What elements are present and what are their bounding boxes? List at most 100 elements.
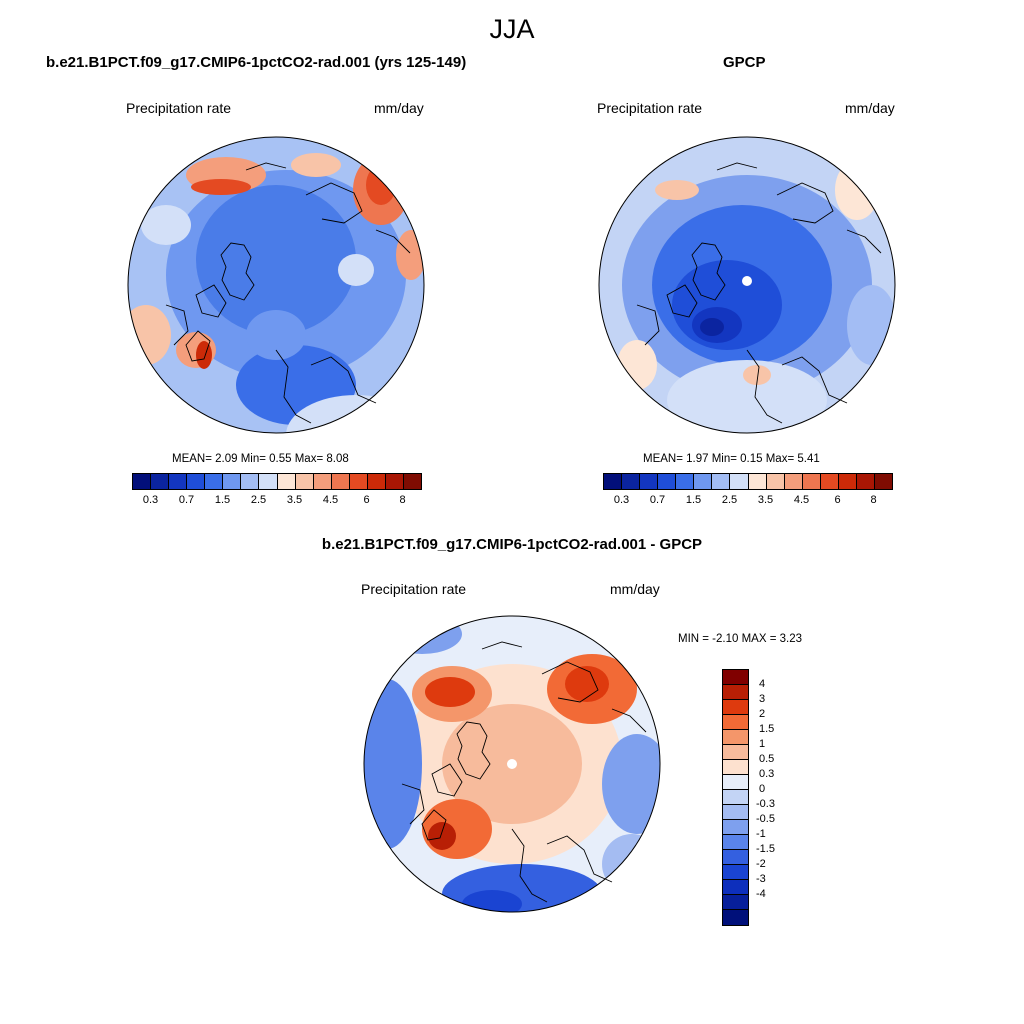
colorbar-swatch — [838, 474, 857, 489]
colorbar-swatch — [723, 685, 748, 700]
colorbar-swatch — [385, 474, 404, 489]
colorbar-tick-label: 0.3 — [613, 494, 630, 506]
pole-marker — [742, 276, 752, 286]
colorbar-swatch — [723, 805, 748, 820]
colorbar-swatch — [856, 474, 875, 489]
colorbar-tick-label: 1.5 — [214, 494, 231, 506]
colorbar-swatch — [295, 474, 314, 489]
colorbar-tick-label: 6 — [834, 494, 841, 506]
colorbar-swatch — [151, 474, 170, 489]
colorbar-swatch — [730, 474, 749, 489]
pole-marker — [507, 759, 517, 769]
colorbar-tick-label: 0.7 — [649, 494, 666, 506]
colorbar-swatch — [723, 700, 748, 715]
diff-panel-title: b.e21.B1PCT.f09_g17.CMIP6-1pctCO2-rad.00… — [321, 536, 703, 553]
model-units-label: mm/day — [374, 100, 424, 116]
model-panel-title: b.e21.B1PCT.f09_g17.CMIP6-1pctCO2-rad.00… — [46, 54, 467, 71]
obs-stats: MEAN= 1.97 Min= 0.15 Max= 5.41 — [643, 453, 820, 465]
colorbar-swatch — [748, 474, 767, 489]
colorbar-tick-label: 2.5 — [721, 494, 738, 506]
colorbar-swatch — [723, 715, 748, 730]
obs-polar-map — [598, 136, 896, 434]
colorbar-swatch — [723, 910, 748, 925]
colorbar-swatch — [784, 474, 803, 489]
obs-units-label: mm/day — [845, 100, 895, 116]
colorbar-swatch — [604, 474, 623, 489]
diff-colorbar-ticks: 4 3 2 1.5 1 0.5 0.3 0 -0.3 -0.5 -1 -1.5 -2 -3 -4 — [756, 669, 796, 929]
colorbar-swatch — [723, 880, 748, 895]
colorbar-swatch — [802, 474, 821, 489]
colorbar-swatch — [723, 850, 748, 865]
model-stats: MEAN= 2.09 Min= 0.55 Max= 8.08 — [172, 453, 349, 465]
colorbar-swatch — [766, 474, 785, 489]
colorbar-swatch — [723, 865, 748, 880]
colorbar-tick-label: 4 — [759, 678, 766, 690]
colorbar-tick-label: 2.5 — [250, 494, 267, 506]
colorbar-tick-label: 2 — [759, 708, 766, 720]
colorbar-swatch — [723, 745, 748, 760]
colorbar-tick-label: 4.5 — [793, 494, 810, 506]
figure-title: JJA — [489, 14, 535, 44]
colorbar-swatch — [874, 474, 892, 489]
colorbar-tick-label: -1 — [756, 828, 766, 840]
colorbar-swatch — [331, 474, 350, 489]
colorbar-tick-label: 0.5 — [759, 753, 775, 765]
obs-colorbar-ticks: 0.3 0.7 1.5 2.5 3.5 4.5 6 8 — [603, 494, 893, 508]
colorbar-tick-label: -4 — [756, 888, 766, 900]
colorbar-swatch — [403, 474, 421, 489]
diff-stats: MIN = -2.10 MAX = 3.23 — [678, 633, 803, 645]
diff-colorbar — [722, 669, 749, 926]
colorbar-swatch — [205, 474, 224, 489]
colorbar-tick-label: 0.3 — [142, 494, 159, 506]
colorbar-tick-label: -2 — [756, 858, 766, 870]
colorbar-swatch — [694, 474, 713, 489]
diff-variable-label: Precipitation rate — [361, 581, 467, 597]
colorbar-tick-label: -0.5 — [756, 813, 775, 825]
model-colorbar-ticks: 0.3 0.7 1.5 2.5 3.5 4.5 6 8 — [132, 494, 422, 508]
colorbar-tick-label: 6 — [363, 494, 370, 506]
colorbar-tick-label: 8 — [399, 494, 406, 506]
colorbar-tick-label: -1.5 — [756, 843, 775, 855]
model-polar-map — [127, 136, 425, 434]
colorbar-swatch — [223, 474, 242, 489]
colorbar-swatch — [187, 474, 206, 489]
colorbar-tick-label: -3 — [756, 873, 766, 885]
colorbar-swatch — [349, 474, 368, 489]
colorbar-swatch — [712, 474, 731, 489]
colorbar-swatch — [723, 730, 748, 745]
colorbar-swatch — [723, 835, 748, 850]
colorbar-swatch — [313, 474, 332, 489]
colorbar-tick-label: 0 — [759, 783, 766, 795]
colorbar-swatch — [658, 474, 677, 489]
colorbar-tick-label: -0.3 — [756, 798, 775, 810]
model-variable-label: Precipitation rate — [126, 100, 232, 116]
diff-units-label: mm/day — [610, 581, 660, 597]
diff-polar-map — [363, 615, 661, 913]
obs-panel-title: GPCP — [723, 54, 766, 71]
colorbar-tick-label: 0.3 — [759, 768, 775, 780]
colorbar-swatch — [723, 820, 748, 835]
colorbar-tick-label: 4.5 — [322, 494, 339, 506]
colorbar-swatch — [133, 474, 152, 489]
colorbar-swatch — [676, 474, 695, 489]
colorbar-swatch — [723, 670, 748, 685]
colorbar-tick-label: 1.5 — [685, 494, 702, 506]
model-colorbar — [132, 473, 422, 490]
colorbar-swatch — [723, 775, 748, 790]
colorbar-tick-label: 8 — [870, 494, 877, 506]
obs-colorbar — [603, 473, 893, 490]
colorbar-swatch — [820, 474, 839, 489]
colorbar-swatch — [723, 790, 748, 805]
colorbar-swatch — [640, 474, 659, 489]
colorbar-swatch — [277, 474, 296, 489]
colorbar-swatch — [723, 895, 748, 910]
colorbar-swatch — [241, 474, 260, 489]
obs-variable-label: Precipitation rate — [597, 100, 703, 116]
colorbar-tick-label: 0.7 — [178, 494, 195, 506]
colorbar-tick-label: 3 — [759, 693, 766, 705]
colorbar-swatch — [259, 474, 278, 489]
colorbar-swatch — [723, 760, 748, 775]
colorbar-tick-label: 3.5 — [286, 494, 303, 506]
colorbar-swatch — [367, 474, 386, 489]
colorbar-tick-label: 3.5 — [757, 494, 774, 506]
